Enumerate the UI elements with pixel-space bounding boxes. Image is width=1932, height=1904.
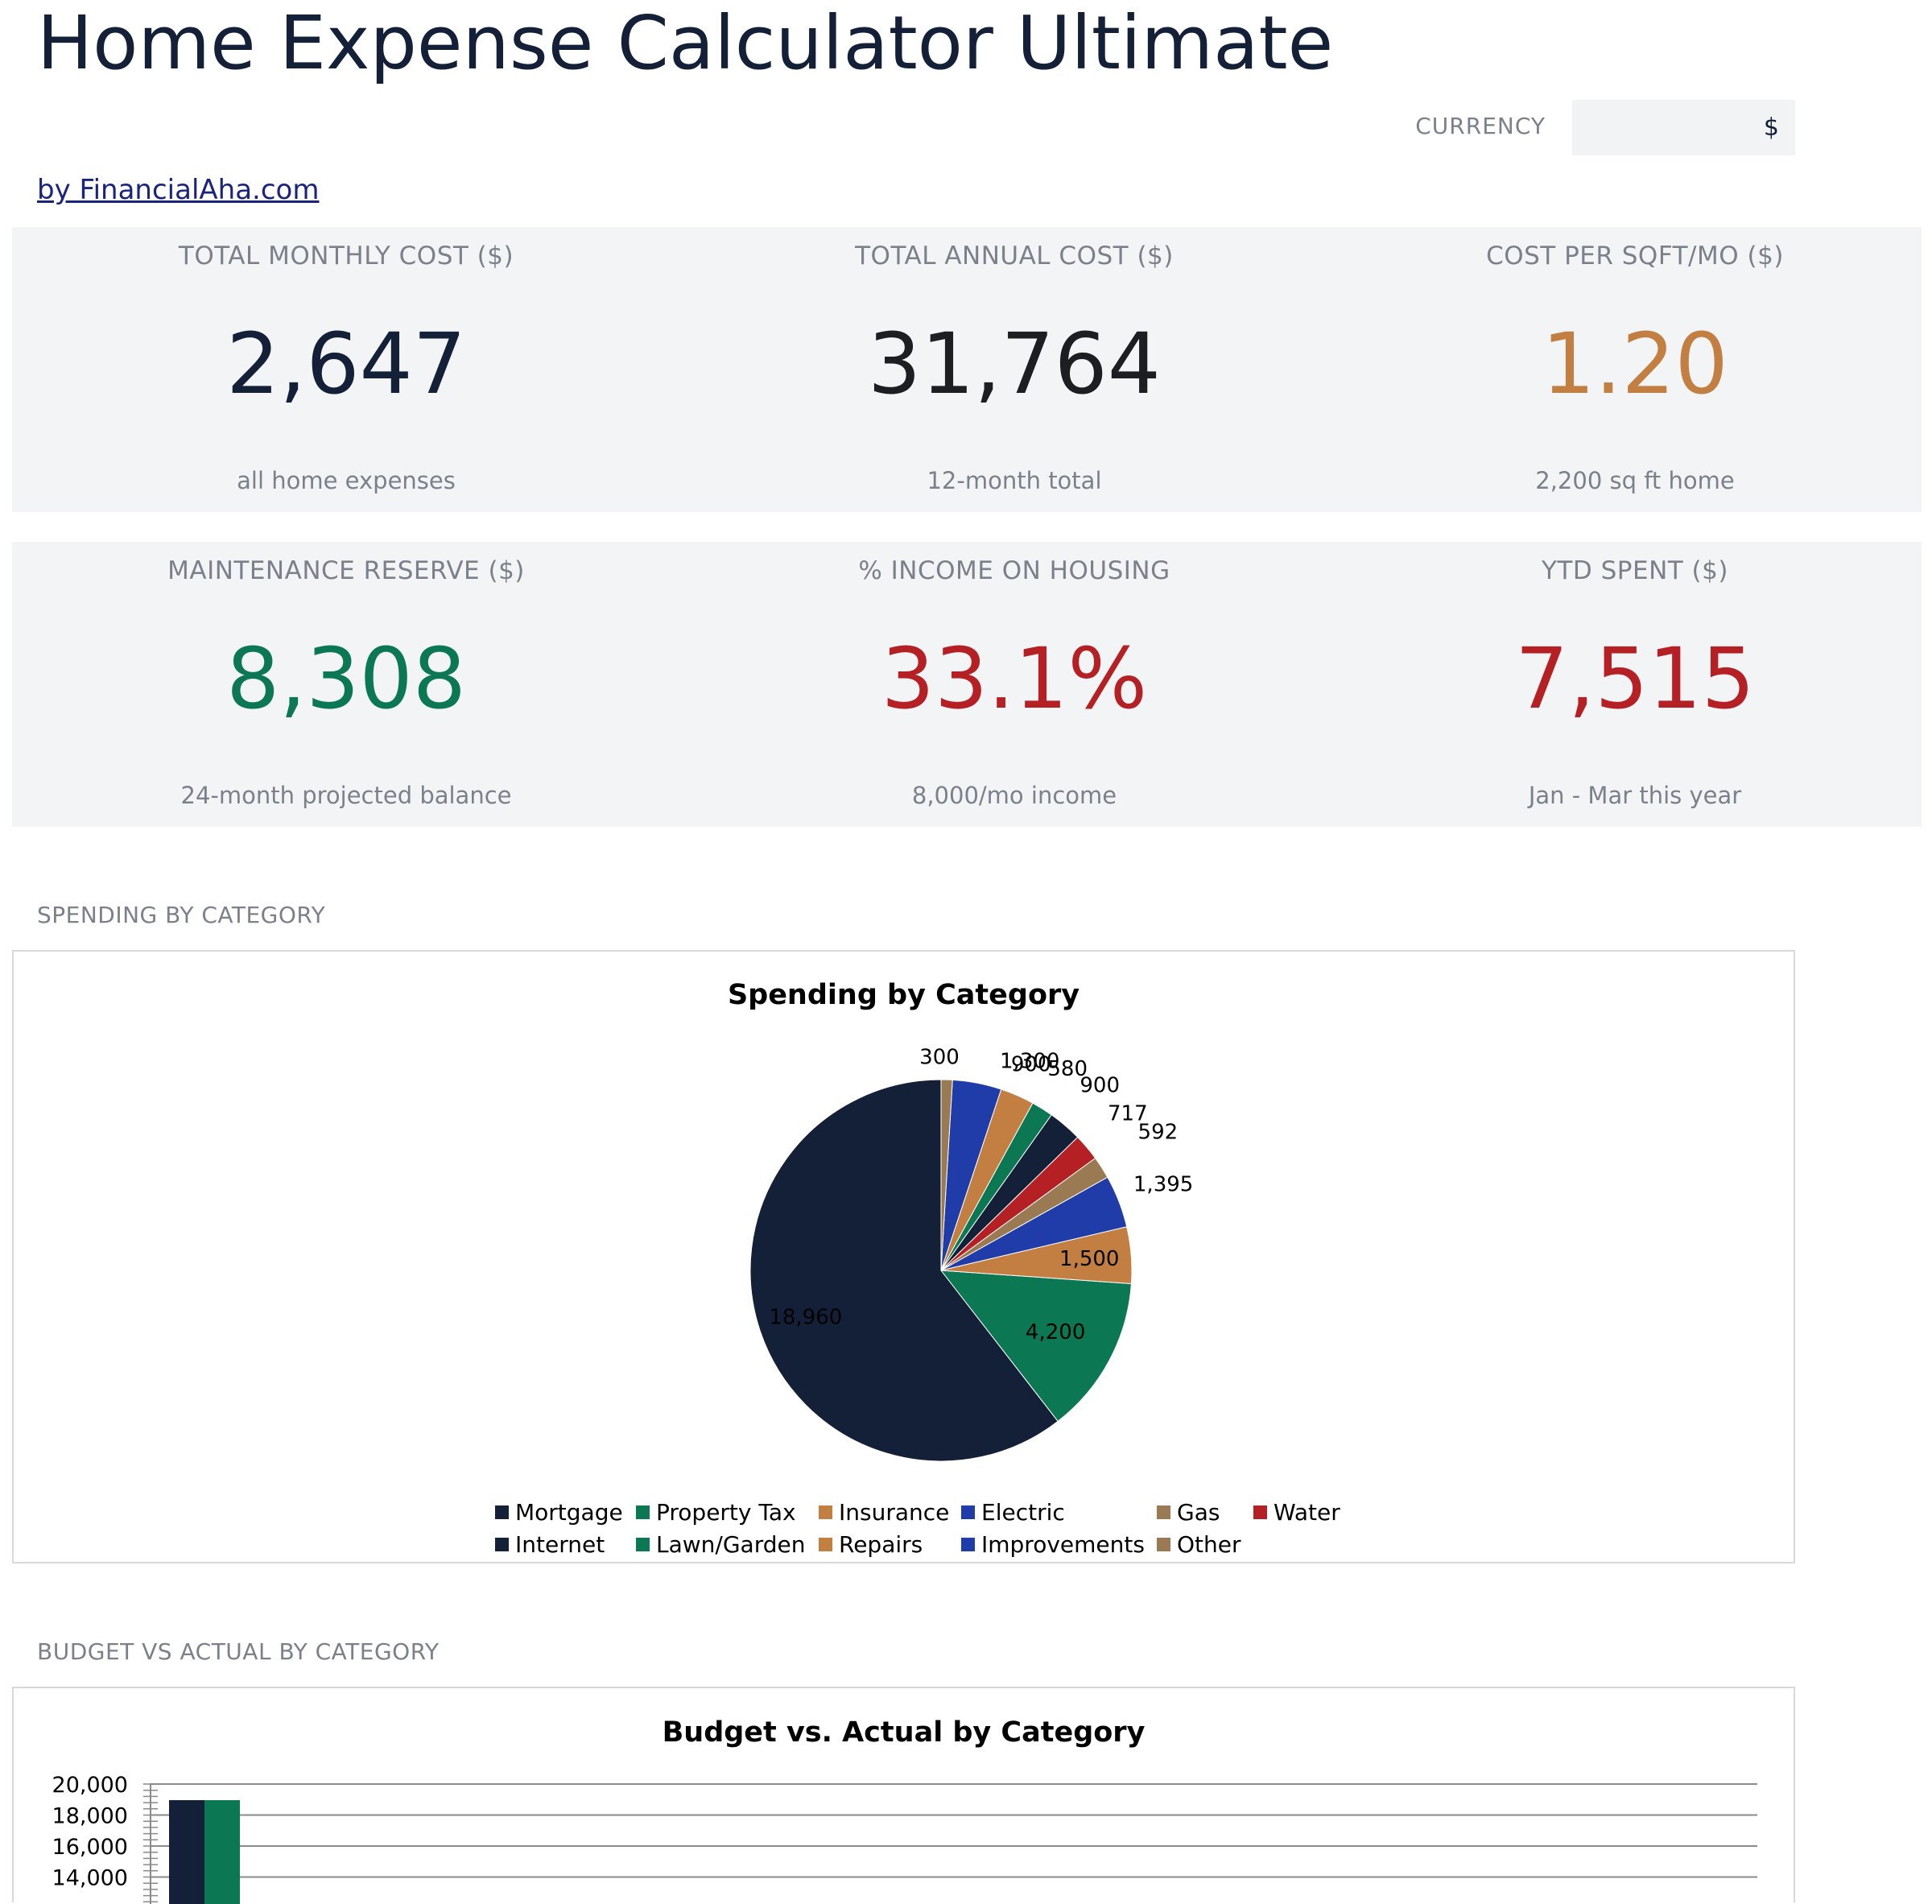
currency-input[interactable]: [1572, 100, 1795, 155]
kpi-value: 33.1%: [881, 630, 1148, 728]
pie-chart-panel: Spending by Category 18,960 4,200 1,500 1,3…: [12, 950, 1795, 1563]
kpi-card-income-on-housing: % INCOME ON HOUSING 33.1% 8,000/mo incom…: [680, 542, 1348, 827]
legend-item-lawn-garden: Lawn/Garden: [636, 1531, 805, 1558]
legend-label: Electric: [981, 1499, 1065, 1526]
legend-swatch: [636, 1505, 650, 1519]
kpi-subtext: Jan - Mar this year: [1528, 782, 1742, 809]
kpi-label: YTD SPENT ($): [1542, 556, 1728, 585]
legend-label: Mortgage: [515, 1499, 623, 1526]
legend-item-improvements: Improvements: [961, 1531, 1145, 1558]
legend-swatch: [819, 1538, 832, 1551]
legend-swatch: [495, 1538, 509, 1551]
legend-label: Property Tax: [656, 1499, 796, 1526]
legend-label: Water: [1274, 1499, 1340, 1526]
section-label-budget: BUDGET VS ACTUAL BY CATEGORY: [37, 1638, 440, 1665]
legend-swatch: [819, 1505, 832, 1519]
legend-swatch: [1253, 1505, 1267, 1519]
kpi-card-cost-per-sqft: COST PER SQFT/MO ($) 1.20 2,200 sq ft ho…: [1348, 227, 1922, 512]
pie-data-label: 18,960: [769, 1306, 842, 1330]
legend-item-electric: Electric: [961, 1499, 1065, 1526]
kpi-subtext: all home expenses: [237, 467, 456, 494]
kpi-label: MAINTENANCE RESERVE ($): [167, 556, 525, 585]
y-tick-label: 20,000: [52, 1773, 128, 1798]
pie-slice-mortgage: [749, 1079, 1059, 1462]
byline-link[interactable]: by FinancialAha.com: [37, 174, 320, 206]
pie-chart-title: Spending by Category: [727, 979, 1080, 1011]
kpi-label: TOTAL MONTHLY COST ($): [178, 242, 514, 271]
kpi-row-2: MAINTENANCE RESERVE ($) 8,308 24-month p…: [12, 542, 1922, 827]
kpi-label: % INCOME ON HOUSING: [858, 556, 1170, 585]
currency-label: CURRENCY: [1415, 113, 1546, 139]
kpi-value: 8,308: [226, 630, 466, 728]
bar-series-1: [169, 1800, 204, 1904]
kpi-label: TOTAL ANNUAL COST ($): [855, 242, 1174, 271]
legend-item-gas: Gas: [1157, 1499, 1220, 1526]
pie-data-label: 1,300: [1000, 1049, 1059, 1073]
y-tick-label: 16,000: [52, 1835, 128, 1860]
kpi-value: 2,647: [226, 315, 466, 413]
kpi-value: 7,515: [1515, 630, 1755, 728]
bar-chart: 20,000 18,000 16,000 14,000: [52, 1773, 1757, 1904]
legend-item-mortgage: Mortgage: [495, 1499, 623, 1526]
pie-data-label: 900: [1080, 1073, 1120, 1097]
legend-item-water: Water: [1253, 1499, 1340, 1526]
pie-data-label: 4,200: [1026, 1320, 1085, 1344]
pie-chart: 18,9604,2001,5001,3955927179005809001,30…: [495, 1046, 1340, 1558]
pie-data-label: 592: [1138, 1120, 1179, 1144]
pie-data-label: 717: [1108, 1101, 1148, 1125]
legend-swatch: [1157, 1505, 1170, 1519]
kpi-subtext: 12-month total: [927, 467, 1102, 494]
kpi-subtext: 2,200 sq ft home: [1535, 467, 1735, 494]
legend-label: Improvements: [981, 1531, 1145, 1558]
legend-label: Gas: [1177, 1499, 1220, 1526]
legend-item-property-tax: Property Tax: [636, 1499, 796, 1526]
pie-slice-other: [940, 1079, 953, 1271]
kpi-value: 1.20: [1542, 315, 1728, 413]
kpi-card-total-annual: TOTAL ANNUAL COST ($) 31,764 12-month to…: [680, 227, 1348, 512]
section-label-spending: SPENDING BY CATEGORY: [37, 902, 326, 928]
pie-data-label: 900: [1011, 1053, 1051, 1077]
legend-swatch: [495, 1505, 509, 1519]
kpi-subtext: 24-month projected balance: [180, 782, 512, 809]
pie-slice-property-tax: [939, 1270, 1132, 1423]
legend-label: Other: [1177, 1531, 1241, 1558]
legend-label: Lawn/Garden: [656, 1531, 805, 1558]
legend-label: Internet: [515, 1531, 605, 1558]
kpi-card-total-monthly: TOTAL MONTHLY COST ($) 2,647 all home ex…: [12, 227, 680, 512]
kpi-card-maintenance-reserve: MAINTENANCE RESERVE ($) 8,308 24-month p…: [12, 542, 680, 827]
pie-data-label: 580: [1047, 1057, 1088, 1081]
pie-data-label: 1,500: [1059, 1247, 1119, 1271]
y-tick-label: 18,000: [52, 1804, 128, 1829]
bar-chart-panel: Budget vs. Actual by Category 20,000 18,0…: [12, 1687, 1795, 1904]
kpi-label: COST PER SQFT/MO ($): [1486, 242, 1784, 271]
legend-item-repairs: Repairs: [819, 1531, 923, 1558]
kpi-card-ytd-spent: YTD SPENT ($) 7,515 Jan - Mar this year: [1348, 542, 1922, 827]
legend-swatch: [1157, 1538, 1170, 1551]
kpi-value: 31,764: [868, 315, 1161, 413]
kpi-subtext: 8,000/mo income: [911, 782, 1117, 809]
pie-data-label: 300: [919, 1046, 960, 1070]
kpi-row-1: TOTAL MONTHLY COST ($) 2,647 all home ex…: [12, 227, 1922, 512]
bar-series-2: [204, 1800, 240, 1904]
legend-item-other: Other: [1157, 1531, 1241, 1558]
legend-item-insurance: Insurance: [819, 1499, 949, 1526]
legend-swatch: [636, 1538, 650, 1551]
legend-item-internet: Internet: [495, 1531, 605, 1558]
legend-label: Insurance: [839, 1499, 949, 1526]
y-tick-label: 14,000: [52, 1866, 128, 1891]
page-title: Home Expense Calculator Ultimate: [37, 0, 1334, 86]
bar-chart-title: Budget vs. Actual by Category: [662, 1716, 1146, 1749]
pie-data-label: 1,395: [1133, 1173, 1193, 1197]
legend-label: Repairs: [839, 1531, 923, 1558]
legend-swatch: [961, 1538, 975, 1551]
legend-swatch: [961, 1505, 975, 1519]
